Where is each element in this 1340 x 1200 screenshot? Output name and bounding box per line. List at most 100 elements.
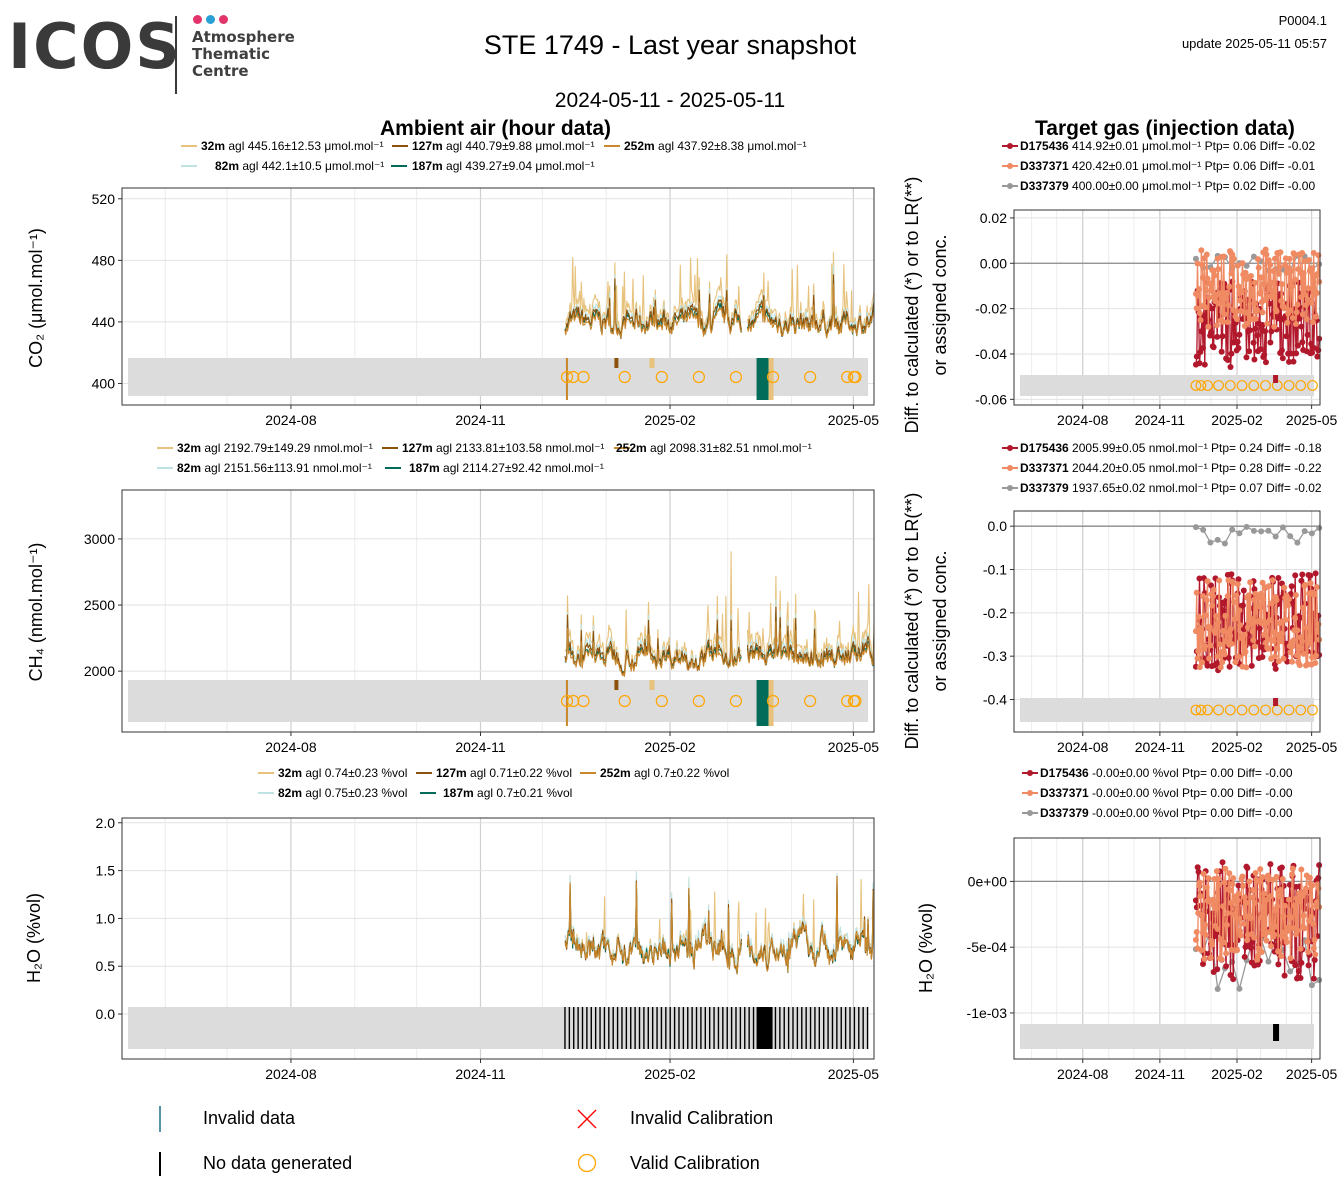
target-point <box>1214 985 1221 992</box>
invalid-marker <box>1273 698 1279 706</box>
target-point <box>1243 523 1250 530</box>
legend-key-dot <box>1027 790 1033 796</box>
target-point <box>1226 283 1233 290</box>
target-point <box>1261 931 1268 938</box>
x-tick-label: 2024-08 <box>265 739 317 755</box>
target-point <box>1224 910 1231 917</box>
target-point <box>1300 270 1307 277</box>
valid-calibration-marker <box>1224 704 1236 716</box>
target-point <box>1298 866 1305 873</box>
valid-calibration-marker <box>1307 704 1318 716</box>
valid-calibration-marker <box>577 694 590 708</box>
legend-label: 127m agl 0.71±0.22 %vol <box>436 766 572 780</box>
target-point <box>1294 627 1301 634</box>
target-point <box>1200 870 1207 877</box>
icos-logo: ICOS <box>8 10 182 83</box>
target-point <box>1207 280 1214 287</box>
target-point <box>1278 297 1285 304</box>
y-tick-label: 0.0 <box>988 518 1008 534</box>
valid-calibration-marker <box>729 370 743 384</box>
legend-label: 252m agl 0.7±0.22 %vol <box>600 766 729 780</box>
target-point <box>1193 305 1200 312</box>
target-point <box>1297 945 1304 952</box>
target-point <box>1220 903 1227 910</box>
series-line-252m <box>564 620 875 678</box>
logo-dot <box>206 15 215 24</box>
target-point <box>1251 643 1258 650</box>
target-point <box>1268 328 1275 335</box>
target-point <box>1227 633 1234 640</box>
ambient-section-title: Ambient air (hour data) <box>380 117 612 140</box>
target-point <box>1243 354 1250 361</box>
target-point <box>1266 617 1273 624</box>
x-tick-label: 2024-11 <box>1135 1066 1186 1082</box>
target-point <box>1251 934 1258 941</box>
target-point <box>1213 322 1220 329</box>
y-tick-label: -0.3 <box>983 648 1007 664</box>
target-series-0 <box>1192 523 1323 547</box>
target-point <box>1272 533 1279 540</box>
plot-border <box>1013 837 1321 1060</box>
target-point <box>1285 924 1292 931</box>
target-point <box>1242 648 1249 655</box>
target-point <box>1292 592 1299 599</box>
target-point <box>1254 256 1261 263</box>
target-point <box>1267 261 1274 268</box>
target-point <box>1301 925 1308 932</box>
ambient-legend-ch4-ambient: 32m agl 2192.79±149.29 nmol.mol⁻¹ 127m ag… <box>157 441 812 475</box>
target-point <box>1210 586 1217 593</box>
target-point <box>1294 342 1301 349</box>
target-point <box>1285 896 1292 903</box>
target-point <box>1248 662 1255 669</box>
target-point <box>1297 975 1304 982</box>
valid-calibration-marker <box>1213 704 1224 716</box>
legend-key-dot <box>1007 163 1013 169</box>
target-point <box>1237 297 1244 304</box>
target-point <box>1309 319 1316 326</box>
diff-axis-label: Diff. to calculated (*) or to LR(**) <box>902 177 922 434</box>
valid-calibration-marker <box>1202 380 1214 391</box>
x-tick-label: 2024-11 <box>455 412 506 428</box>
valid-calibration-marker <box>766 694 780 708</box>
logo-dot <box>219 15 228 24</box>
target-point <box>1202 932 1209 939</box>
target-point <box>1251 899 1258 906</box>
target-point <box>1287 955 1294 962</box>
target-point <box>1262 639 1269 646</box>
target-point <box>1300 912 1307 919</box>
no-data-marker <box>756 358 769 400</box>
target-point <box>1314 353 1321 360</box>
legend-label: 252m agl 2098.31±82.51 nmol.mol⁻¹ <box>616 441 812 455</box>
target-point <box>1258 948 1265 955</box>
target-point <box>1308 982 1315 989</box>
target-point <box>1242 269 1249 276</box>
target-point <box>1214 333 1221 340</box>
valid-calibration-marker <box>1248 380 1260 391</box>
target-point <box>1199 911 1206 918</box>
target-point <box>1300 650 1307 657</box>
y-tick-label: 2000 <box>84 663 115 679</box>
target-point <box>1227 363 1234 370</box>
target-point <box>1313 313 1320 320</box>
target-point <box>1254 952 1261 959</box>
logo-dot <box>193 15 202 24</box>
target-point <box>1279 524 1286 531</box>
x-tick-label: 2024-08 <box>265 412 317 428</box>
target-point <box>1194 260 1201 267</box>
product-code: P0004.1 <box>1278 13 1327 28</box>
valid-calibration-marker <box>692 370 705 384</box>
target-point <box>1250 339 1257 346</box>
target-point <box>1305 949 1312 956</box>
target-point <box>1266 286 1273 293</box>
target-point <box>1196 310 1203 317</box>
status-band <box>128 358 868 396</box>
target-point <box>1249 894 1256 901</box>
valid-calibration-marker <box>1248 704 1260 716</box>
y-tick-label: 0.5 <box>96 958 116 974</box>
x-tick-label: 2025-05 <box>828 412 880 428</box>
target-point <box>1280 913 1287 920</box>
valid-calibration-marker <box>577 370 590 384</box>
target-point <box>1221 651 1228 658</box>
status-band <box>1020 698 1314 722</box>
valid-calibration-marker <box>1224 380 1236 391</box>
